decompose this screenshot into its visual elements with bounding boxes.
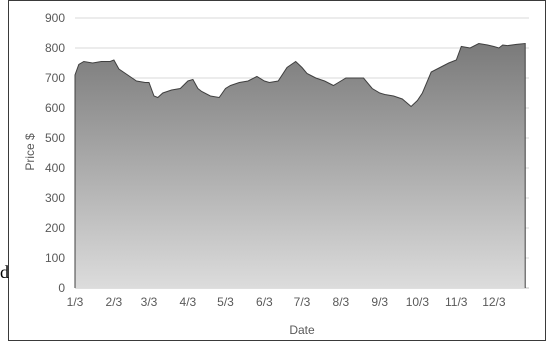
y-tick-label: 900 [45,11,65,25]
y-tick-label: 600 [45,101,65,115]
y-tick-label: 500 [45,131,65,145]
y-axis-ticks: 0 100 200 300 400 500 600 700 800 900 [45,11,65,295]
x-tick-label: 2/3 [106,295,123,309]
y-tick-label: 200 [45,221,65,235]
x-tick-label: 11/3 [445,295,468,309]
x-tick-label: 12/3 [482,295,506,309]
x-tick-label: 6/3 [256,295,273,309]
y-tick-label: 0 [58,281,65,295]
y-tick-label: 800 [45,41,65,55]
plot-area [74,42,526,288]
y-tick-label: 100 [45,251,65,265]
x-tick-label: 8/3 [333,295,350,309]
y-tick-label: 300 [45,191,65,205]
x-axis-ticks: 1/3 2/3 3/3 4/3 5/3 6/3 7/3 8/3 9/3 10/3 11/3 12/3 [67,295,506,309]
x-tick-label: 1/3 [67,295,84,309]
x-axis-title: Date [289,323,315,337]
x-tick-label: 7/3 [294,295,311,309]
y-tick-label: 700 [45,71,65,85]
x-tick-label: 5/3 [217,295,234,309]
edge-text-fragment: d [0,262,9,282]
x-tick-label: 10/3 [406,295,430,309]
y-axis-title: Price $ [23,133,37,171]
x-tick-label: 9/3 [371,295,388,309]
area-fill [75,43,526,288]
series-line [74,42,526,288]
y-tick-label: 400 [45,161,65,175]
x-tick-label: 4/3 [180,295,197,309]
x-tick-label: 3/3 [141,295,158,309]
